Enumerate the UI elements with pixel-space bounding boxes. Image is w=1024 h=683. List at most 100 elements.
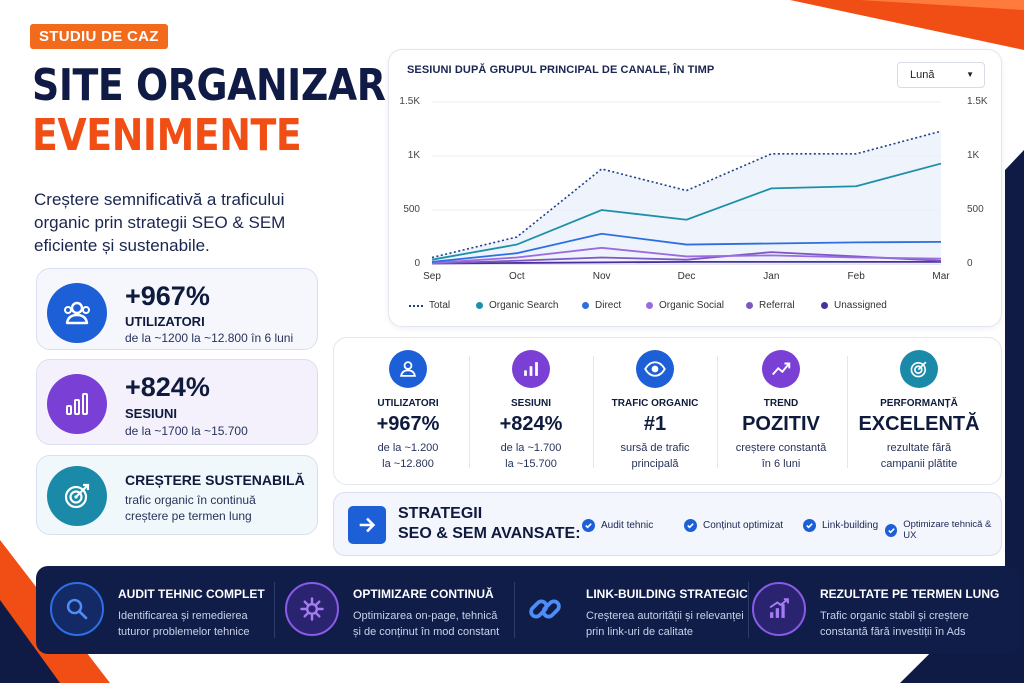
strategy-item: Conținut optimizat — [684, 519, 783, 532]
page-subtitle: Creștere semnificativă a traficului orga… — [34, 190, 286, 255]
metrics-panel: UTILIZATORI +967% de la ~1.200 la ~12.80… — [333, 337, 1002, 485]
metric-detail-line1: rezultate fără — [886, 442, 952, 454]
legend-item: Unassigned — [821, 300, 887, 311]
feature-title: REZULTATE PE TERMEN LUNG — [820, 587, 1000, 601]
stat-card-growth: CREȘTERE SUSTENABILĂ trafic organic în c… — [36, 455, 318, 535]
users-icon — [389, 350, 427, 388]
series-line-unassigned — [431, 260, 941, 265]
metric-detail-line2: principală — [631, 458, 679, 470]
metric-detail-line1: sursă de trafic — [620, 442, 690, 454]
metric-users: UTILIZATORI +967% de la ~1.200 la ~12.80… — [347, 338, 469, 472]
legend-swatch — [646, 302, 653, 309]
stat-label: UTILIZATORI — [125, 314, 205, 329]
metric-label: TRAFIC ORGANIC — [611, 398, 699, 409]
strategy-item-label: Link-building — [822, 520, 879, 531]
legend-swatch — [746, 302, 753, 309]
strategy-title-line1: STRATEGII — [398, 505, 483, 522]
strategy-item: Optimizare tehnică & UX — [885, 519, 1001, 541]
legend-item: Organic Search — [476, 300, 558, 311]
stat-detail: de la ~1700 la ~15.700 — [125, 424, 248, 438]
divider — [274, 582, 275, 638]
metric-detail-line1: creștere constantă — [735, 442, 827, 454]
series-line-referral — [431, 251, 942, 265]
metric-label: SESIUNI — [510, 398, 551, 409]
y-tick-label-right: 0 — [967, 258, 973, 269]
check-icon — [684, 519, 697, 532]
divider — [847, 356, 848, 468]
feature-title: AUDIT TEHNIC COMPLET — [118, 587, 265, 601]
chevron-down-icon: ▼ — [966, 70, 974, 79]
bottom-features-bar: AUDIT TEHNIC COMPLET Identificarea și re… — [36, 566, 1020, 654]
page-title-line2: EVENIMENTE — [32, 110, 302, 161]
legend-item: Referral — [746, 300, 795, 311]
metric-trend: TREND POZITIV creștere constantă în 6 lu… — [720, 338, 842, 472]
period-dropdown[interactable]: Lună ▼ — [897, 62, 985, 88]
stat-value: +967% — [125, 281, 210, 311]
stat-label: CREȘTERE SUSTENABILĂ — [125, 472, 305, 488]
series-line-organic-social — [431, 246, 942, 264]
legend-label: Organic Social — [659, 300, 725, 311]
bar-chart-icon — [512, 350, 550, 388]
feature-desc-line2: prin link-uri de calitate — [586, 626, 693, 638]
metric-value: #1 — [643, 413, 667, 435]
period-dropdown-value: Lună — [910, 69, 935, 81]
users-icon — [47, 283, 107, 343]
trend-up-icon — [762, 350, 800, 388]
feature-desc-line1: Optimizarea on-page, tehnică — [353, 610, 498, 622]
x-tick-label: Feb — [847, 271, 865, 282]
legend-label: Unassigned — [834, 300, 887, 311]
x-tick-label: Dec — [677, 271, 696, 282]
strategy-item-label: Optimizare tehnică & UX — [903, 519, 992, 541]
metric-performance: PERFORMANȚĂ EXCELENTĂ rezultate fără cam… — [854, 338, 984, 472]
feature-title: LINK-BUILDING STRATEGIC — [586, 587, 748, 601]
legend-swatch — [582, 302, 589, 309]
y-tick-label-right: 1.5K — [967, 96, 988, 107]
strategy-item-label: Conținut optimizat — [703, 520, 784, 531]
feature-title: OPTIMIZARE CONTINUĂ — [353, 587, 494, 601]
stat-card-sessions: +824% SESIUNI de la ~1700 la ~15.700 — [36, 359, 318, 445]
metric-detail-line1: de la ~1.200 — [377, 442, 439, 454]
legend-item: Organic Social — [646, 300, 724, 311]
series-line-organic-search — [431, 162, 942, 261]
chart-title: SESIUNI DUPĂ GRUPUL PRINCIPAL DE CANALE,… — [407, 64, 715, 76]
feature-desc-line1: Trafic organic stabil și creștere — [820, 610, 969, 622]
strategy-title-line2: SEO & SEM AVANSATE: — [398, 525, 581, 542]
divider — [748, 582, 749, 638]
legend-label: Referral — [759, 300, 795, 311]
feature-desc-line1: Identificarea și remedierea — [118, 610, 248, 622]
eye-icon — [636, 350, 674, 388]
y-tick-label-right: 1K — [967, 150, 980, 161]
divider — [469, 356, 470, 468]
divider — [593, 356, 594, 468]
legend-item: Total — [409, 300, 450, 311]
x-tick-label: Nov — [592, 271, 611, 282]
chart-plot — [431, 101, 942, 265]
legend-swatch — [409, 304, 423, 307]
target-icon — [47, 466, 107, 526]
stat-detail-line1: trafic organic în continuă — [125, 493, 256, 507]
check-icon — [582, 519, 595, 532]
stat-detail: de la ~1200 la ~12.800 în 6 luni — [125, 331, 294, 345]
target-icon — [900, 350, 938, 388]
search-icon — [50, 582, 104, 636]
metric-detail-line2: în 6 luni — [761, 458, 801, 470]
legend-label: Direct — [595, 300, 622, 311]
metric-organic-traffic: TRAFIC ORGANIC #1 sursă de trafic princi… — [594, 338, 716, 472]
y-tick-label-left: 500 — [403, 204, 420, 215]
y-tick-label-left: 1K — [407, 150, 420, 161]
metric-label: PERFORMANȚĂ — [880, 398, 958, 409]
legend-label: Total — [429, 300, 451, 311]
feature-link-building: LINK-BUILDING STRATEGIC Creșterea autori… — [504, 566, 748, 654]
check-icon — [885, 523, 898, 537]
y-tick-label-left: 1.5K — [399, 96, 420, 107]
growth-chart-icon — [752, 582, 806, 636]
stat-label: SESIUNI — [125, 406, 178, 421]
metric-label: UTILIZATORI — [377, 398, 439, 409]
arrow-right-icon — [348, 506, 386, 544]
feature-desc-line2: și de conținut în mod constant — [353, 626, 500, 638]
strategy-item: Link-building — [803, 519, 878, 532]
metric-value: EXCELENTĂ — [858, 413, 980, 435]
series-line-total — [431, 130, 942, 259]
feature-desc-line2: tuturor problemelor tehnice — [118, 626, 250, 638]
y-tick-label-right: 500 — [967, 204, 984, 215]
